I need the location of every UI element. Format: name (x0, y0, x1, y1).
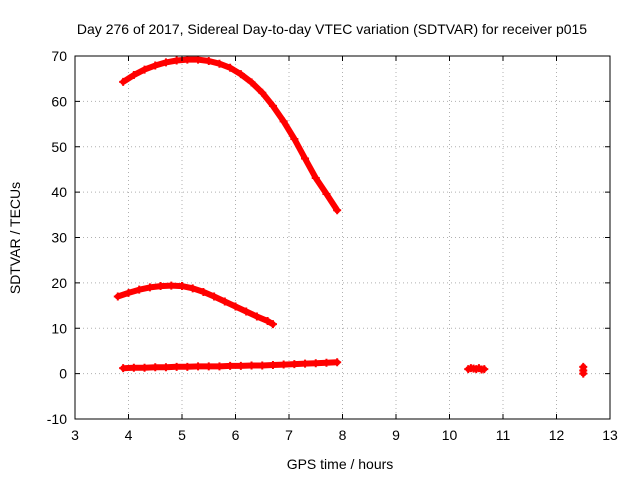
y-axis-label: SDTVAR / TECUs (7, 182, 23, 294)
series-1 (119, 55, 342, 215)
data-point (172, 56, 181, 65)
data-point (161, 58, 170, 67)
series-trace (114, 282, 276, 328)
data-point (301, 154, 310, 163)
x-tick-label: 9 (392, 427, 400, 443)
data-point (167, 281, 176, 290)
data-point (199, 287, 208, 296)
data-point (113, 292, 122, 301)
data-point (145, 283, 154, 292)
x-tick-label: 8 (339, 427, 347, 443)
y-tick-label: -10 (47, 411, 67, 427)
data-point (220, 297, 229, 306)
data-point (178, 282, 186, 291)
data-point (252, 312, 261, 321)
data-point (226, 63, 235, 72)
data-point (188, 284, 197, 293)
data-point (183, 55, 192, 64)
x-tick-label: 13 (602, 427, 618, 443)
series-5 (579, 362, 588, 378)
series-4 (464, 364, 489, 374)
data-point (480, 365, 489, 374)
data-point (290, 135, 299, 144)
y-tick-label: 0 (59, 366, 67, 382)
data-point (268, 101, 277, 110)
grid (75, 56, 610, 419)
data-point (322, 189, 331, 198)
data-point (140, 65, 149, 74)
data-point (268, 361, 277, 370)
data-point (236, 361, 245, 370)
data-point (119, 364, 128, 373)
data-point (194, 362, 203, 371)
data-point (135, 285, 144, 294)
data-point (311, 174, 320, 183)
data-point (124, 288, 133, 297)
data-point (151, 363, 160, 372)
data-point (210, 292, 219, 301)
data-point (204, 56, 213, 65)
data-point (156, 282, 165, 291)
data-point (333, 358, 342, 367)
series-2 (113, 281, 277, 329)
y-tick-label: 70 (51, 48, 67, 64)
x-tick-label: 5 (178, 427, 186, 443)
data-point (247, 361, 256, 370)
data-point (215, 59, 224, 68)
y-tick-label: 20 (51, 275, 67, 291)
data-point (268, 320, 277, 329)
data-point (119, 77, 128, 86)
x-tick-label: 4 (125, 427, 133, 443)
data-point (258, 361, 267, 370)
x-tick-label: 10 (442, 427, 458, 443)
data-point (140, 363, 149, 372)
chart-title: Day 276 of 2017, Sidereal Day-to-day VTE… (77, 21, 587, 37)
data-point (322, 358, 331, 367)
y-tick-label: 30 (51, 230, 67, 246)
x-tick-label: 3 (71, 427, 79, 443)
data-point (279, 117, 288, 126)
data-point (258, 88, 267, 97)
data-point (279, 360, 288, 369)
data-point (194, 55, 203, 64)
data-point (204, 362, 213, 371)
data-point (263, 316, 272, 325)
data-point (311, 359, 320, 368)
data-point (226, 361, 235, 370)
data-point (129, 71, 138, 80)
x-tick-label: 11 (496, 427, 511, 443)
data-point (301, 359, 310, 368)
data-point (183, 362, 192, 371)
x-tick-label: 6 (232, 427, 240, 443)
data-point (247, 78, 256, 87)
data-point (333, 206, 342, 215)
data-point (151, 61, 160, 70)
data-point (129, 363, 138, 372)
axis-ticks: 3 4 5 6 7 8 9 10 11 12 13 -10 0 10 20 30 40 50 60 70 (47, 48, 618, 443)
data-point (161, 363, 170, 372)
series-3 (119, 358, 342, 373)
data-point (236, 70, 245, 79)
data-point (215, 362, 224, 371)
data-points (113, 55, 588, 378)
data-point (172, 362, 181, 371)
data-point (579, 369, 588, 378)
data-point (231, 302, 240, 311)
x-axis-label: GPS time / hours (287, 456, 394, 472)
data-point (290, 360, 299, 369)
y-tick-label: 60 (51, 93, 67, 109)
x-tick-label: 12 (549, 427, 565, 443)
y-tick-label: 10 (51, 320, 67, 336)
y-tick-label: 50 (51, 139, 67, 155)
y-tick-label: 40 (51, 184, 67, 200)
x-tick-label: 7 (285, 427, 293, 443)
data-point (242, 307, 251, 316)
